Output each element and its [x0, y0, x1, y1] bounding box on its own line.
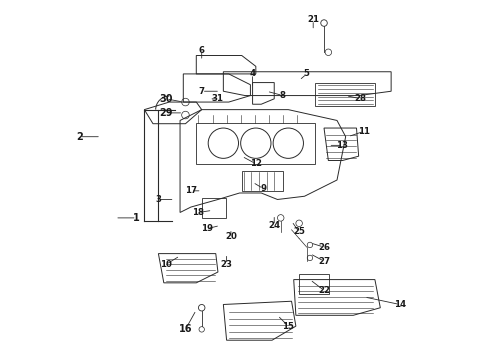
Text: 7: 7 [198, 87, 205, 96]
Text: 5: 5 [304, 69, 310, 78]
Text: 21: 21 [307, 15, 319, 24]
Bar [242, 171, 283, 191]
Bar [202, 198, 225, 218]
Text: 28: 28 [355, 94, 367, 103]
Text: 23: 23 [220, 260, 233, 269]
Text: 30: 30 [159, 94, 173, 104]
Text: 31: 31 [212, 94, 224, 103]
Text: 16: 16 [179, 324, 192, 334]
Bar [196, 123, 316, 164]
Text: 25: 25 [293, 228, 305, 237]
Text: 8: 8 [280, 91, 286, 100]
Bar [299, 274, 329, 294]
Text: 2: 2 [76, 132, 83, 142]
Text: 11: 11 [358, 127, 370, 136]
Text: 20: 20 [225, 232, 237, 241]
Text: 3: 3 [155, 195, 161, 204]
Text: 9: 9 [260, 184, 267, 193]
Text: 17: 17 [185, 186, 197, 195]
Text: 19: 19 [201, 224, 213, 233]
Text: 26: 26 [318, 243, 330, 252]
Text: 29: 29 [159, 108, 173, 118]
Text: 4: 4 [249, 69, 256, 78]
Text: 22: 22 [318, 286, 330, 295]
Text: 12: 12 [250, 159, 262, 168]
Text: 24: 24 [268, 221, 280, 230]
Text: 15: 15 [282, 321, 294, 330]
Text: 18: 18 [193, 208, 204, 217]
Text: 6: 6 [199, 46, 205, 55]
Text: 14: 14 [394, 300, 406, 309]
Text: 1: 1 [133, 213, 140, 223]
Text: 27: 27 [318, 257, 330, 266]
Text: 13: 13 [337, 141, 348, 150]
Text: 10: 10 [160, 260, 172, 269]
Bar [316, 82, 375, 107]
